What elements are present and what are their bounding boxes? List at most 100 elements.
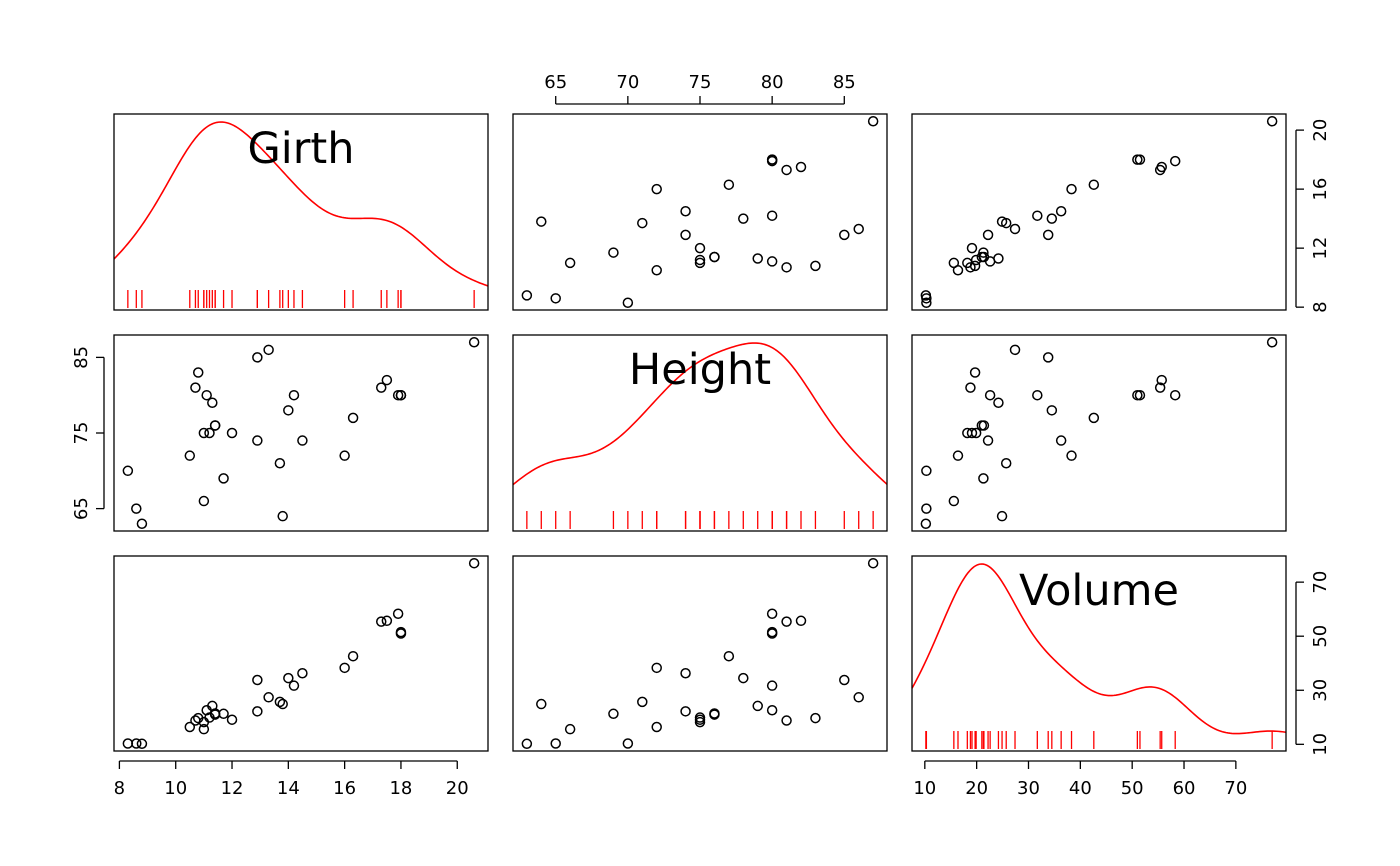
tick-label: 20: [446, 778, 469, 799]
scatter-point: [651, 265, 662, 276]
scatter-point: [738, 213, 749, 224]
scatter-point: [198, 723, 210, 735]
scatter-point: [1046, 213, 1058, 224]
scatter-point: [252, 352, 263, 363]
scatter-point: [993, 253, 1004, 264]
scatter-point: [637, 696, 648, 708]
panel-frame: [113, 555, 489, 752]
scatter-point: [680, 706, 691, 717]
scatter-point: [209, 420, 221, 431]
scatter-point: [781, 616, 792, 627]
tick-label: 40: [1069, 778, 1092, 799]
scatter-point: [190, 715, 201, 726]
scatter-point: [218, 473, 229, 484]
scatter-point: [608, 247, 619, 258]
scatter-point: [781, 164, 792, 176]
scatter-point: [297, 435, 308, 446]
scatter-point: [131, 503, 142, 514]
scatter-point: [1156, 161, 1167, 173]
scatter-point: [1266, 337, 1278, 348]
scatter-point: [766, 705, 778, 716]
tick-label: 8: [1310, 301, 1331, 312]
scatter-point: [226, 714, 238, 725]
scatter-point: [921, 297, 932, 308]
scatter-point: [347, 412, 359, 424]
scatter-point: [297, 667, 308, 679]
scatter-point: [136, 738, 148, 750]
scatter-point: [810, 260, 821, 272]
tick-label: 70: [616, 72, 639, 93]
scatter-point: [766, 210, 778, 221]
scatter-point: [738, 672, 749, 684]
scatter-point: [709, 708, 720, 719]
scatter-point: [694, 257, 706, 269]
scatter-point: [965, 382, 976, 393]
scatter-point: [853, 692, 864, 703]
scatter-point: [122, 465, 134, 477]
tick-label: 30: [1017, 778, 1040, 799]
density-curve-height: [512, 342, 888, 486]
scatter-point: [766, 608, 778, 620]
tick-label: 75: [71, 422, 92, 445]
tick-label: 10: [1310, 733, 1331, 756]
scatter-point: [283, 405, 294, 416]
scatter-point: [920, 290, 932, 301]
scatter-point: [274, 457, 286, 469]
scatter-point: [1046, 405, 1058, 416]
panel-frame: [911, 555, 1287, 752]
scatter-point: [204, 427, 215, 439]
scatter-point: [948, 257, 960, 269]
scatter-point: [1066, 183, 1077, 195]
variable-label-girth: Girth: [247, 124, 354, 174]
scatter-point: [651, 662, 662, 674]
scatter-point: [347, 650, 359, 662]
scatter-point: [921, 503, 932, 514]
tick-label: 18: [389, 778, 412, 799]
scatter-point: [694, 254, 706, 266]
scatter-point: [1266, 116, 1278, 127]
scatter-point: [766, 680, 778, 691]
scatter-point: [395, 628, 407, 639]
scatter-point: [952, 450, 964, 461]
scatter-point: [978, 247, 989, 258]
scatter-point: [392, 608, 404, 620]
scatter-point: [1169, 155, 1181, 167]
scatter-point: [536, 698, 547, 710]
scatter-point: [395, 389, 407, 401]
scatter-point: [136, 518, 148, 529]
scatter-point: [966, 242, 978, 254]
scatter-point: [288, 680, 300, 691]
scatter-point: [339, 662, 350, 674]
scatter-point: [263, 692, 274, 703]
scatter-point: [709, 251, 720, 263]
scatter-point: [982, 229, 994, 241]
scatter-point: [996, 510, 1008, 522]
tick-label: 30: [1310, 679, 1331, 702]
tick-label: 70: [1224, 778, 1247, 799]
scatter-point: [795, 161, 807, 173]
scatter-point: [984, 389, 996, 401]
scatter-point: [1132, 154, 1143, 165]
panel-frame: [512, 113, 888, 311]
scatter-point: [252, 435, 263, 446]
scatter-point: [521, 290, 533, 301]
panel-frame: [113, 113, 489, 311]
tick-label: 20: [965, 778, 988, 799]
scatter-point: [622, 738, 634, 749]
scatter-point: [122, 738, 134, 749]
scatter-point: [651, 183, 662, 195]
tick-label: 16: [1310, 178, 1331, 201]
scatter-point: [766, 256, 778, 267]
scatter-point: [564, 723, 576, 735]
scatter-point: [996, 216, 1008, 227]
scatter-point: [226, 427, 238, 439]
scatter-point: [839, 229, 850, 241]
scatter-point: [810, 712, 821, 724]
scatter-point: [283, 672, 294, 684]
scatter-point: [274, 696, 286, 708]
tick-label: 60: [1173, 778, 1196, 799]
scatter-point: [867, 557, 879, 569]
scatter-point: [680, 229, 691, 241]
scatter-point: [622, 297, 634, 308]
variable-label-height: Height: [629, 345, 771, 395]
